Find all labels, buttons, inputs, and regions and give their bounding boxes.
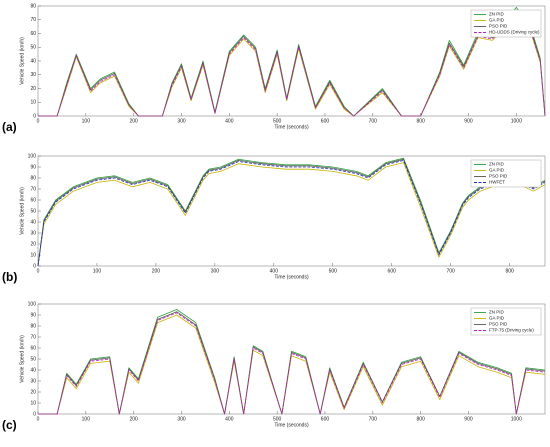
x-tick-label: 0 <box>37 118 40 124</box>
x-tick-label: 400 <box>225 416 234 422</box>
y-tick-label: 20 <box>30 389 36 395</box>
y-tick-label: 100 <box>28 301 37 307</box>
series-line <box>37 158 546 267</box>
y-tick-label: 90 <box>30 312 36 318</box>
series-line <box>37 157 546 267</box>
y-tick-label: 80 <box>30 3 36 9</box>
x-tick-label: 800 <box>416 416 425 422</box>
y-tick-label: 30 <box>30 230 36 236</box>
y-tick-label: 40 <box>30 58 36 64</box>
x-tick-label: 500 <box>273 118 282 124</box>
x-tick-label: 1000 <box>511 118 522 124</box>
y-tick-label: 70 <box>30 334 36 340</box>
y-tick-label: 100 <box>28 153 37 159</box>
legend-label: GA PID <box>489 168 505 173</box>
legend-label: PSO PID <box>489 322 508 327</box>
y-tick-label: 10 <box>30 400 36 406</box>
y-tick-label: 10 <box>30 100 36 106</box>
y-tick-label: 80 <box>30 175 36 181</box>
series-line <box>38 312 546 415</box>
legend-label: HWFET <box>489 180 505 185</box>
x-axis-label: Time (seconds) <box>274 274 309 280</box>
plot-frame <box>37 5 546 117</box>
x-tick-label: 1000 <box>511 416 522 422</box>
x-tick-label: 200 <box>129 416 138 422</box>
series-line <box>37 160 546 267</box>
panel-label: (a) <box>2 120 17 134</box>
plot-frame <box>37 303 546 415</box>
y-tick-label: 90 <box>30 164 36 170</box>
y-axis-label: Vehicle Speed (km/h) <box>19 335 25 383</box>
legend-label: GA PID <box>489 316 505 321</box>
y-tick-label: 80 <box>30 323 36 329</box>
plot-frame <box>37 155 546 267</box>
y-tick-label: 0 <box>33 411 36 417</box>
x-tick-label: 500 <box>329 268 338 274</box>
y-tick-label: 60 <box>30 31 36 37</box>
x-axis-label: Time (seconds) <box>274 422 309 428</box>
y-tick-label: 30 <box>30 72 36 78</box>
x-tick-label: 500 <box>273 416 282 422</box>
panel-label: (b) <box>2 270 17 284</box>
legend-label: HD-UDDS (Driving cycle) <box>489 30 540 35</box>
x-tick-label: 800 <box>505 268 514 274</box>
legend-label: PSO PID <box>489 24 508 29</box>
legend-label: PSO PID <box>489 174 508 179</box>
x-tick-label: 300 <box>211 268 220 274</box>
x-tick-label: 800 <box>416 118 425 124</box>
x-tick-label: 0 <box>37 268 40 274</box>
x-tick-label: 700 <box>447 268 456 274</box>
y-tick-label: 20 <box>30 241 36 247</box>
x-tick-label: 700 <box>369 118 378 124</box>
y-tick-label: 30 <box>30 378 36 384</box>
y-tick-label: 70 <box>30 186 36 192</box>
x-tick-label: 100 <box>82 118 91 124</box>
series-line <box>38 6 546 117</box>
x-tick-label: 400 <box>225 118 234 124</box>
legend-label: ZN PID <box>489 162 505 167</box>
x-tick-label: 200 <box>152 268 161 274</box>
x-tick-label: 100 <box>82 416 91 422</box>
x-tick-label: 600 <box>321 416 330 422</box>
x-tick-label: 400 <box>270 268 279 274</box>
legend-label: ZN PID <box>489 12 505 17</box>
x-tick-label: 900 <box>464 416 473 422</box>
y-tick-label: 50 <box>30 208 36 214</box>
y-tick-label: 40 <box>30 219 36 225</box>
x-tick-label: 0 <box>37 416 40 422</box>
x-tick-label: 200 <box>129 118 138 124</box>
x-tick-label: 300 <box>177 118 186 124</box>
x-tick-label: 600 <box>321 118 330 124</box>
y-tick-label: 60 <box>30 345 36 351</box>
y-tick-label: 0 <box>33 263 36 269</box>
y-tick-label: 40 <box>30 367 36 373</box>
legend-label: FTP-75 (Driving cycle) <box>489 328 534 333</box>
y-axis-label: Vehicle Speed (km/h) <box>19 187 25 235</box>
x-tick-label: 700 <box>369 416 378 422</box>
y-tick-label: 20 <box>30 86 36 92</box>
y-axis-label: Vehicle Speed (km/h) <box>19 37 25 85</box>
y-tick-label: 0 <box>33 113 36 119</box>
legend-label: GA PID <box>489 18 505 23</box>
y-tick-label: 50 <box>30 45 36 51</box>
x-tick-label: 100 <box>93 268 102 274</box>
legend-label: ZN PID <box>489 310 505 315</box>
x-axis-label: Time (seconds) <box>274 124 309 130</box>
series-line <box>38 9 546 117</box>
y-tick-label: 70 <box>30 17 36 23</box>
x-tick-label: 300 <box>177 416 186 422</box>
y-tick-label: 50 <box>30 356 36 362</box>
x-tick-label: 900 <box>464 118 473 124</box>
series-line <box>38 11 546 117</box>
y-tick-label: 60 <box>30 197 36 203</box>
x-tick-label: 600 <box>388 268 397 274</box>
y-tick-label: 10 <box>30 252 36 258</box>
series-line <box>37 162 546 267</box>
panel-label: (c) <box>2 418 17 432</box>
